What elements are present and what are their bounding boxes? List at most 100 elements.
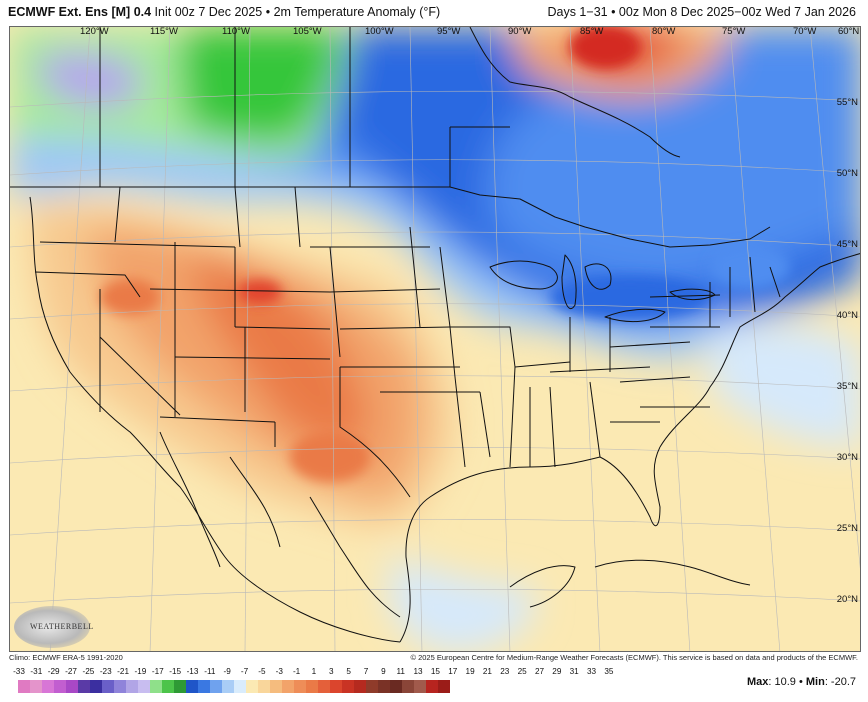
colorbar-tick-label: 21: [482, 667, 492, 676]
colorbar-tick-label: 29: [552, 667, 562, 676]
lon-label: 100°W: [365, 26, 394, 37]
colorbar-swatch: [246, 680, 258, 693]
max-label: Max: [746, 676, 769, 688]
lat-label: 40°N: [836, 310, 858, 321]
map-canvas: [10, 27, 860, 651]
colorbar-swatch: [78, 680, 90, 693]
colorbar-swatch: [354, 680, 366, 693]
colorbar-tick-label: -11: [204, 667, 216, 676]
model-name: ECMWF Ext. Ens [M] 0.4: [8, 5, 152, 19]
colorbar-swatch: [174, 680, 186, 693]
colorbar-labels: -33 -31 -29 -27 -25 -23 -21 -19 -17 -15 -13 -11 -9 -7…: [12, 667, 632, 679]
colorbar-swatch: [102, 680, 114, 693]
colorbar-tick-label: -1: [292, 667, 301, 676]
lon-label: 95°W: [437, 26, 461, 37]
colorbar-swatch: [414, 680, 426, 693]
colorbar-tick-label: 19: [465, 667, 475, 676]
colorbar-tick-label: -31: [30, 667, 43, 676]
lon-label: 120°W: [80, 26, 109, 37]
lon-label: 70°W: [793, 26, 817, 37]
lon-label: 85°W: [580, 26, 604, 37]
header: ECMWF Ext. Ens [M] 0.4 Init 00z 7 Dec 20…: [0, 0, 868, 26]
colorbar-swatch: [210, 680, 222, 693]
colorbar-swatch: [258, 680, 270, 693]
colorbar-swatch: [390, 680, 402, 693]
colorbar-tick-label: -21: [117, 667, 130, 676]
colorbar-swatch: [66, 680, 78, 693]
colorbar-swatch: [114, 680, 126, 693]
political-boundaries: [10, 27, 860, 643]
colorbar-swatch: [366, 680, 378, 693]
colorbar-tick-label: -17: [151, 667, 164, 676]
colorbar-tick-label: 25: [517, 667, 527, 676]
colorbar-tick-label: 33: [586, 667, 597, 676]
colorbar-tick-label: -27: [65, 667, 77, 676]
colorbar-tick-label: -5: [258, 667, 266, 676]
colorbar-swatch: [438, 680, 450, 693]
colorbar-tick-label: -33: [13, 667, 25, 676]
colorbar-tick-label: 17: [448, 667, 458, 676]
min-value: : -20.7: [824, 676, 856, 688]
min-label: Min: [805, 676, 825, 688]
colorbar-swatch: [282, 680, 294, 693]
lat-label: 20°N: [836, 594, 858, 605]
colorbar-tick-label: 3: [329, 667, 334, 676]
graticule: [10, 27, 860, 651]
colorbar-swatch: [234, 680, 246, 693]
colorbar-tick-label: -29: [47, 667, 60, 676]
colorbar-tick-label: 15: [430, 667, 440, 676]
lon-label: 105°W: [293, 26, 322, 37]
lat-label: 30°N: [836, 452, 858, 463]
colorbar-swatch: [150, 680, 162, 693]
lon-label: 80°W: [652, 26, 676, 37]
colorbar-swatch: [126, 680, 138, 693]
colorbar-tick-label: -3: [275, 667, 283, 676]
colorbar-tick-label: -9: [223, 667, 231, 676]
colorbar-swatch: [342, 680, 354, 693]
lon-label: 110°W: [222, 26, 250, 37]
colorbar-tick-label: 35: [604, 667, 614, 676]
logo-text: WEATHERBELL: [30, 622, 94, 631]
lon-label: 90°W: [508, 26, 532, 37]
colorbar-swatch: [306, 680, 318, 693]
colorbar-swatch: [138, 680, 150, 693]
lat-label: 50°N: [836, 168, 858, 179]
max-value: : 10.9: [768, 676, 796, 688]
colorbar: [18, 680, 450, 693]
colorbar-swatch: [426, 680, 438, 693]
anomaly-map: [9, 26, 861, 652]
colorbar-tick-label: -23: [99, 667, 112, 676]
colorbar-tick-label: 5: [346, 667, 351, 676]
colorbar-tick-label: 13: [413, 667, 423, 676]
colorbar-tick-label: 27: [534, 667, 545, 676]
colorbar-tick-label: 1: [311, 667, 317, 676]
colorbar-swatch: [30, 680, 42, 693]
colorbar-swatch: [270, 680, 282, 693]
lat-label-top: 60°N: [838, 26, 860, 37]
colorbar-tick-label: 31: [569, 667, 579, 676]
colorbar-swatch: [54, 680, 66, 693]
colorbar-swatch: [42, 680, 54, 693]
colorbar-swatch: [18, 680, 30, 693]
valid-period: Days 1−31 • 00z Mon 8 Dec 2025−00z Wed 7…: [547, 5, 856, 19]
stats-separator: •: [795, 676, 806, 688]
colorbar-swatch: [90, 680, 102, 693]
colorbar-swatch: [402, 680, 414, 693]
colorbar-tick-label: -7: [240, 667, 249, 676]
map-title: ECMWF Ext. Ens [M] 0.4 Init 00z 7 Dec 20…: [8, 5, 440, 19]
colorbar-tick-label: -25: [82, 667, 95, 676]
colorbar-swatch: [186, 680, 198, 693]
lat-label: 45°N: [836, 239, 858, 250]
lon-label: 75°W: [722, 26, 746, 37]
colorbar-tick-label: -15: [169, 667, 182, 676]
colorbar-tick-label: 23: [500, 667, 510, 676]
colorbar-swatch: [378, 680, 390, 693]
colorbar-tick-label: -13: [186, 667, 199, 676]
colorbar-swatch: [222, 680, 234, 693]
colorbar-swatch: [162, 680, 174, 693]
init-info: Init 00z 7 Dec 2025 • 2m Temperature Ano…: [151, 5, 441, 19]
colorbar-swatch: [294, 680, 306, 693]
colorbar-swatch: [198, 680, 210, 693]
weatherbell-logo: WEATHERBELL: [14, 606, 93, 648]
colorbar-tick-label: -19: [134, 667, 147, 676]
